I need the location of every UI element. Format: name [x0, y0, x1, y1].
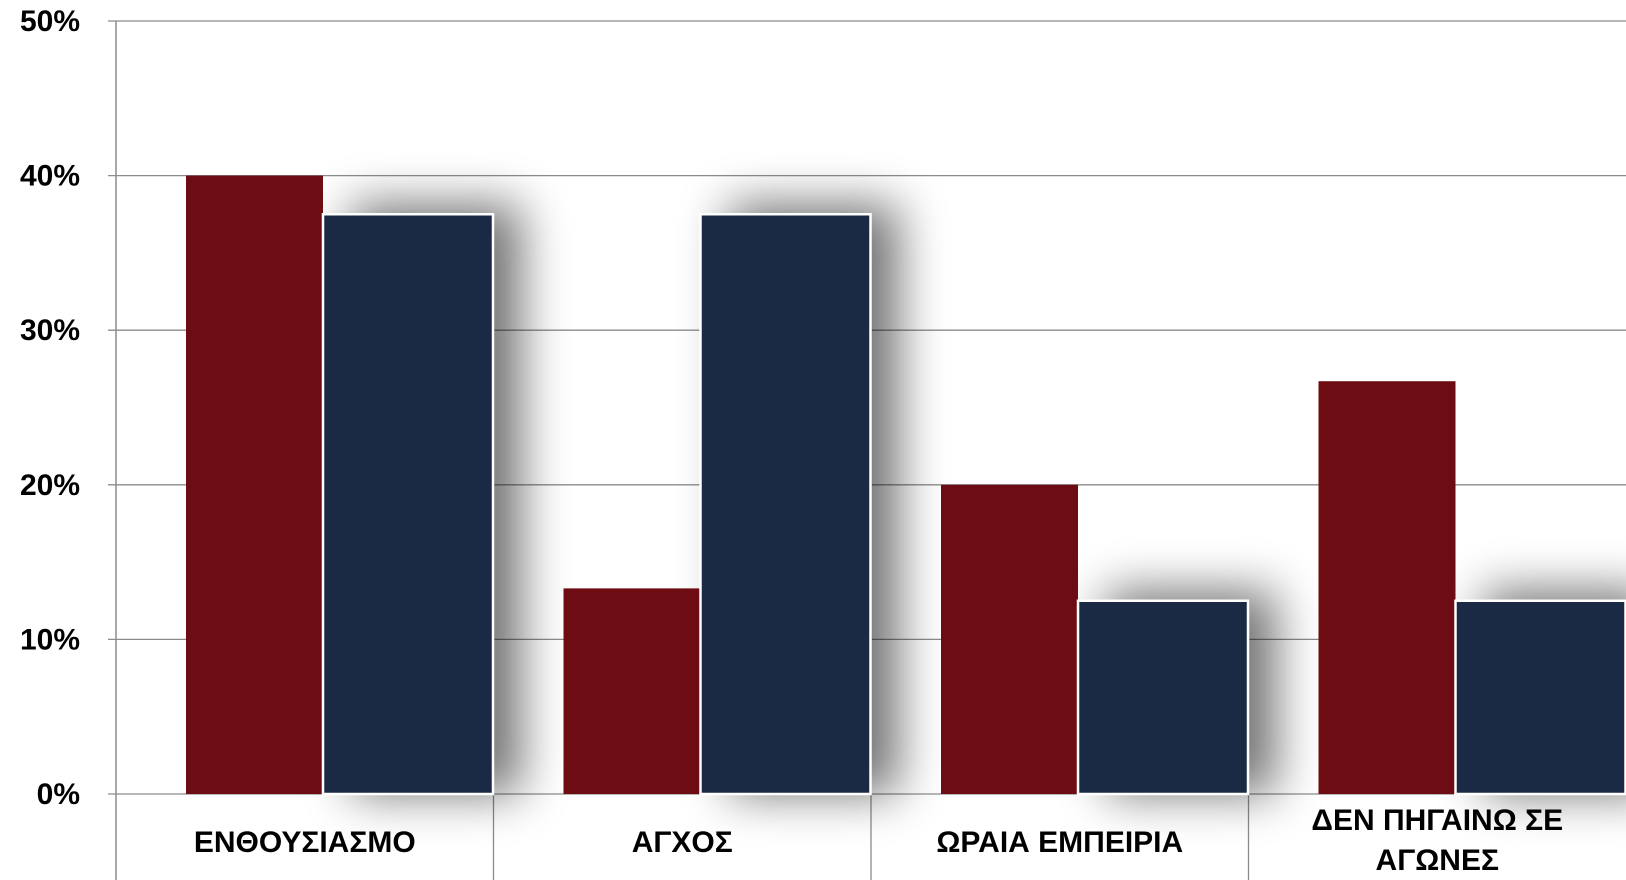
bar-series-2: [699, 213, 872, 796]
axes: [115, 21, 1250, 880]
bar-series-2: [321, 213, 495, 796]
bar-series-1: [941, 484, 1078, 794]
x-tick-label: ΔΕΝ ΠΗΓΑΙΝΩ ΣΕ ΑΓΩΝΕΣ: [1311, 804, 1563, 877]
y-tick-label: 40%: [20, 160, 80, 193]
bar-series-1: [186, 175, 323, 795]
y-tick-label: 50%: [20, 5, 80, 38]
y-tick-label: 30%: [20, 314, 80, 347]
x-tick-label: ΩΡΑΙΑ ΕΜΠΕΙΡΙΑ: [936, 826, 1183, 859]
bar-series-2: [1076, 599, 1250, 796]
y-tick-label: 0%: [37, 778, 80, 811]
bars: [186, 175, 1626, 796]
y-tick-label: 20%: [20, 469, 80, 502]
y-axis-ticks: 0% 10% 20% 30% 40% 50%: [20, 5, 80, 811]
bar-series-1: [1318, 381, 1456, 794]
x-tick-label: ΑΓΧΟΣ: [632, 826, 733, 859]
bar-series-1: [563, 588, 701, 794]
x-axis-labels: ΕΝΘΟΥΣΙΑΣΜΟ ΑΓΧΟΣ ΩΡΑΙΑ ΕΜΠΕΙΡΙΑ ΔΕΝ ΠΗΓΑΙΝ…: [194, 804, 1563, 877]
x-tick-label: ΕΝΘΟΥΣΙΑΣΜΟ: [194, 826, 416, 859]
y-tick-label: 10%: [20, 623, 80, 656]
bar-series-2: [1454, 599, 1626, 796]
